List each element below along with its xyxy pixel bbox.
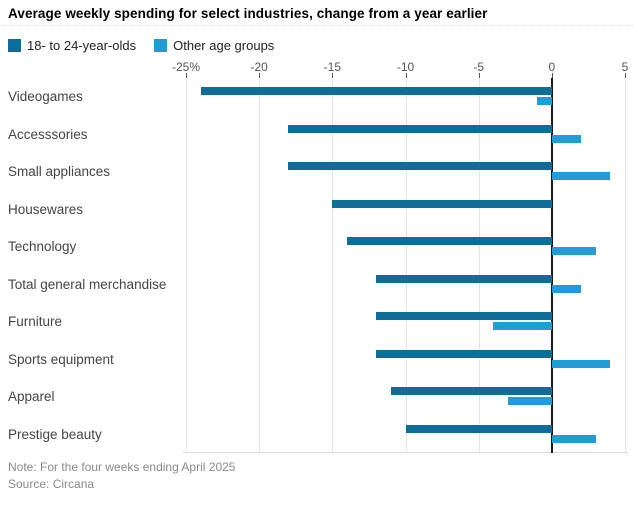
bar-segment <box>288 124 552 133</box>
bar-segment <box>551 247 596 255</box>
bar-segment <box>376 349 552 358</box>
legend-item-other-ages: Other age groups <box>154 38 274 53</box>
x-axis-tick-label: 0 <box>548 60 556 74</box>
zero-axis-line <box>550 78 553 453</box>
bar-segment <box>346 237 552 245</box>
x-axis-tick-label: -10 <box>396 60 415 74</box>
x-axis-tick-mark <box>332 73 334 78</box>
category-label: Accesssories <box>8 126 88 142</box>
category-label: Sports equipment <box>8 351 114 367</box>
x-axis-tick-label: 5 <box>621 60 629 74</box>
bar-segment <box>390 387 552 395</box>
x-axis-tick-mark <box>478 73 480 78</box>
bar-segment <box>493 322 552 330</box>
bar-segment <box>376 312 552 320</box>
category-label: Prestige beauty <box>8 426 102 442</box>
bar-segment <box>376 274 552 283</box>
legend-swatch-light-blue <box>154 39 168 52</box>
category-label: Furniture <box>8 314 63 330</box>
category-label: Small appliances <box>8 164 111 180</box>
gridline <box>625 78 626 453</box>
category-label: Technology <box>8 239 77 255</box>
bar-segment <box>405 424 552 433</box>
bar-segment <box>200 87 552 95</box>
bar-segment <box>551 434 596 443</box>
x-axis-tick-mark <box>259 73 261 78</box>
category-label: Total general merchandise <box>8 276 167 292</box>
gridline <box>259 78 261 453</box>
x-axis-tick-mark <box>551 73 553 78</box>
legend: 18- to 24-year-olds Other age groups <box>8 38 292 53</box>
x-axis-tick-label: -25% <box>171 60 201 74</box>
bar-segment <box>551 134 582 143</box>
chart-title: Average weekly spending for select indus… <box>8 6 488 21</box>
chart-source: Source: Circana <box>8 477 95 491</box>
category-label: Housewares <box>8 201 84 217</box>
x-axis-tick-mark <box>186 73 187 78</box>
legend-label: Other age groups <box>173 38 275 53</box>
title-divider <box>0 25 633 26</box>
category-label: Videogames <box>8 89 83 105</box>
gridline <box>405 78 407 453</box>
bar-segment <box>537 97 552 105</box>
gridline <box>186 78 187 453</box>
plot-area <box>183 78 628 453</box>
chart-note: Note: For the four weeks ending April 20… <box>8 460 236 474</box>
bar-segment <box>507 397 552 405</box>
gridline <box>332 78 334 453</box>
bar-segment <box>551 284 582 293</box>
x-axis-tick-mark <box>625 73 626 78</box>
bar-segment <box>551 359 611 368</box>
legend-label: 18- to 24-year-olds <box>27 38 137 53</box>
x-axis-tick-mark <box>405 73 407 78</box>
legend-swatch-dark-blue <box>8 39 21 52</box>
category-label: Apparel <box>8 389 55 405</box>
x-axis-tick-label: -5 <box>473 60 484 74</box>
x-axis-tick-label: -20 <box>250 60 268 74</box>
bar-segment <box>332 199 552 208</box>
x-axis-tick-label: -15 <box>323 60 341 74</box>
bar-segment <box>288 162 552 170</box>
gridline <box>478 78 480 453</box>
legend-item-young-adults: 18- to 24-year-olds <box>8 38 136 53</box>
bar-segment <box>551 172 611 180</box>
